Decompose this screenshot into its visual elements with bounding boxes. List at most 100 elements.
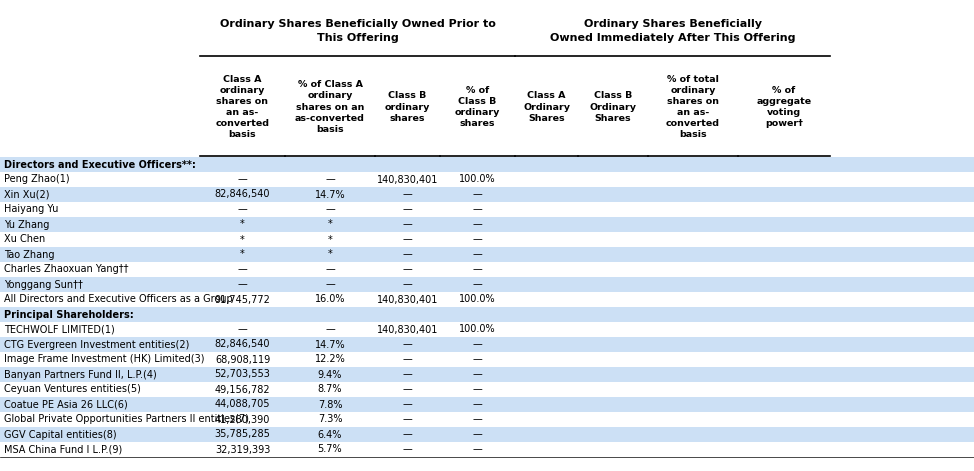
Bar (0, 57, 974, 157)
Text: 68,908,119: 68,908,119 (215, 355, 270, 365)
Text: —: — (472, 189, 482, 200)
Text: % of total
ordinary
shares on
an as-
converted
basis: % of total ordinary shares on an as- con… (666, 75, 720, 139)
Text: 140,830,401: 140,830,401 (377, 325, 438, 334)
Text: Ordinary Shares Beneficially Owned Prior to
This Offering: Ordinary Shares Beneficially Owned Prior… (219, 19, 496, 42)
Text: CTG Evergreen Investment entities(2): CTG Evergreen Investment entities(2) (4, 340, 189, 349)
Text: Banyan Partners Fund II, L.P.(4): Banyan Partners Fund II, L.P.(4) (4, 370, 157, 380)
Text: % of
Class B
ordinary
shares: % of Class B ordinary shares (455, 86, 501, 128)
Text: Haiyang Yu: Haiyang Yu (4, 204, 58, 214)
Text: —: — (472, 370, 482, 380)
Text: % of Class A
ordinary
shares on an
as-converted
basis: % of Class A ordinary shares on an as-co… (295, 80, 365, 134)
Text: —: — (402, 189, 412, 200)
Text: —: — (402, 430, 412, 439)
Text: —: — (472, 279, 482, 290)
Text: —: — (472, 384, 482, 395)
Text: —: — (402, 219, 412, 229)
Text: All Directors and Executive Officers as a Group: All Directors and Executive Officers as … (4, 294, 233, 304)
Text: —: — (402, 414, 412, 424)
Text: Ceyuan Ventures entities(5): Ceyuan Ventures entities(5) (4, 384, 141, 395)
Text: 52,703,553: 52,703,553 (214, 370, 271, 380)
Text: Yu Zhang: Yu Zhang (4, 219, 50, 229)
Bar (0, 247, 974, 262)
Bar (0, 5, 974, 57)
Text: —: — (402, 235, 412, 244)
Text: —: — (472, 399, 482, 409)
Bar (0, 307, 974, 322)
Text: GGV Capital entities(8): GGV Capital entities(8) (4, 430, 117, 439)
Text: 49,156,782: 49,156,782 (214, 384, 271, 395)
Text: Xu Chen: Xu Chen (4, 235, 45, 244)
Text: —: — (238, 265, 247, 275)
Text: —: — (402, 279, 412, 290)
Text: Principal Shareholders:: Principal Shareholders: (4, 309, 133, 319)
Bar (0, 382, 974, 397)
Text: Class B
ordinary
shares: Class B ordinary shares (385, 91, 431, 122)
Text: 100.0%: 100.0% (459, 325, 496, 334)
Bar (0, 442, 974, 457)
Text: Coatue PE Asia 26 LLC(6): Coatue PE Asia 26 LLC(6) (4, 399, 128, 409)
Text: 41,280,390: 41,280,390 (215, 414, 270, 424)
Text: 6.4%: 6.4% (318, 430, 342, 439)
Text: 5.7%: 5.7% (318, 445, 342, 455)
Bar (0, 292, 974, 307)
Text: *: * (241, 250, 244, 260)
Bar (0, 427, 974, 442)
Text: % of
aggregate
voting
power†: % of aggregate voting power† (757, 86, 811, 128)
Text: 140,830,401: 140,830,401 (377, 294, 438, 304)
Text: 9.4%: 9.4% (318, 370, 342, 380)
Bar (0, 187, 974, 202)
Text: —: — (325, 204, 335, 214)
Bar (0, 172, 974, 187)
Text: 100.0%: 100.0% (459, 174, 496, 185)
Text: —: — (402, 355, 412, 365)
Text: —: — (472, 219, 482, 229)
Bar (0, 232, 974, 247)
Text: —: — (402, 445, 412, 455)
Bar (0, 412, 974, 427)
Text: 32,319,393: 32,319,393 (215, 445, 270, 455)
Text: —: — (325, 265, 335, 275)
Text: —: — (472, 430, 482, 439)
Text: 8.7%: 8.7% (318, 384, 342, 395)
Text: 7.8%: 7.8% (318, 399, 342, 409)
Text: 14.7%: 14.7% (315, 340, 346, 349)
Text: —: — (472, 445, 482, 455)
Bar (0, 157, 974, 172)
Text: —: — (325, 279, 335, 290)
Text: Tao Zhang: Tao Zhang (4, 250, 55, 260)
Bar (0, 397, 974, 412)
Text: —: — (472, 250, 482, 260)
Text: —: — (472, 340, 482, 349)
Text: 91,745,772: 91,745,772 (214, 294, 271, 304)
Text: Charles Zhaoxuan Yang††: Charles Zhaoxuan Yang†† (4, 265, 129, 275)
Text: —: — (402, 370, 412, 380)
Text: 44,088,705: 44,088,705 (214, 399, 270, 409)
Text: TECHWOLF LIMITED(1): TECHWOLF LIMITED(1) (4, 325, 115, 334)
Text: *: * (327, 250, 332, 260)
Bar (0, 262, 974, 277)
Text: 100.0%: 100.0% (459, 294, 496, 304)
Text: 7.3%: 7.3% (318, 414, 342, 424)
Text: *: * (241, 235, 244, 244)
Bar (0, 367, 974, 382)
Text: MSA China Fund I L.P.(9): MSA China Fund I L.P.(9) (4, 445, 123, 455)
Text: Class A
ordinary
shares on
an as-
converted
basis: Class A ordinary shares on an as- conver… (215, 75, 270, 139)
Text: Xin Xu(2): Xin Xu(2) (4, 189, 50, 200)
Text: —: — (402, 340, 412, 349)
Text: Ordinary Shares Beneficially
Owned Immediately After This Offering: Ordinary Shares Beneficially Owned Immed… (549, 19, 795, 42)
Text: —: — (402, 250, 412, 260)
Text: —: — (472, 355, 482, 365)
Text: 82,846,540: 82,846,540 (214, 340, 270, 349)
Text: —: — (238, 204, 247, 214)
Bar (0, 217, 974, 232)
Text: Class A
Ordinary
Shares: Class A Ordinary Shares (523, 91, 570, 122)
Text: —: — (325, 174, 335, 185)
Text: Global Private Opportunities Partners II entities(7): Global Private Opportunities Partners II… (4, 414, 249, 424)
Text: 82,846,540: 82,846,540 (214, 189, 270, 200)
Text: —: — (472, 235, 482, 244)
Text: 140,830,401: 140,830,401 (377, 174, 438, 185)
Text: —: — (472, 204, 482, 214)
Text: —: — (472, 414, 482, 424)
Text: 14.7%: 14.7% (315, 189, 346, 200)
Text: —: — (402, 399, 412, 409)
